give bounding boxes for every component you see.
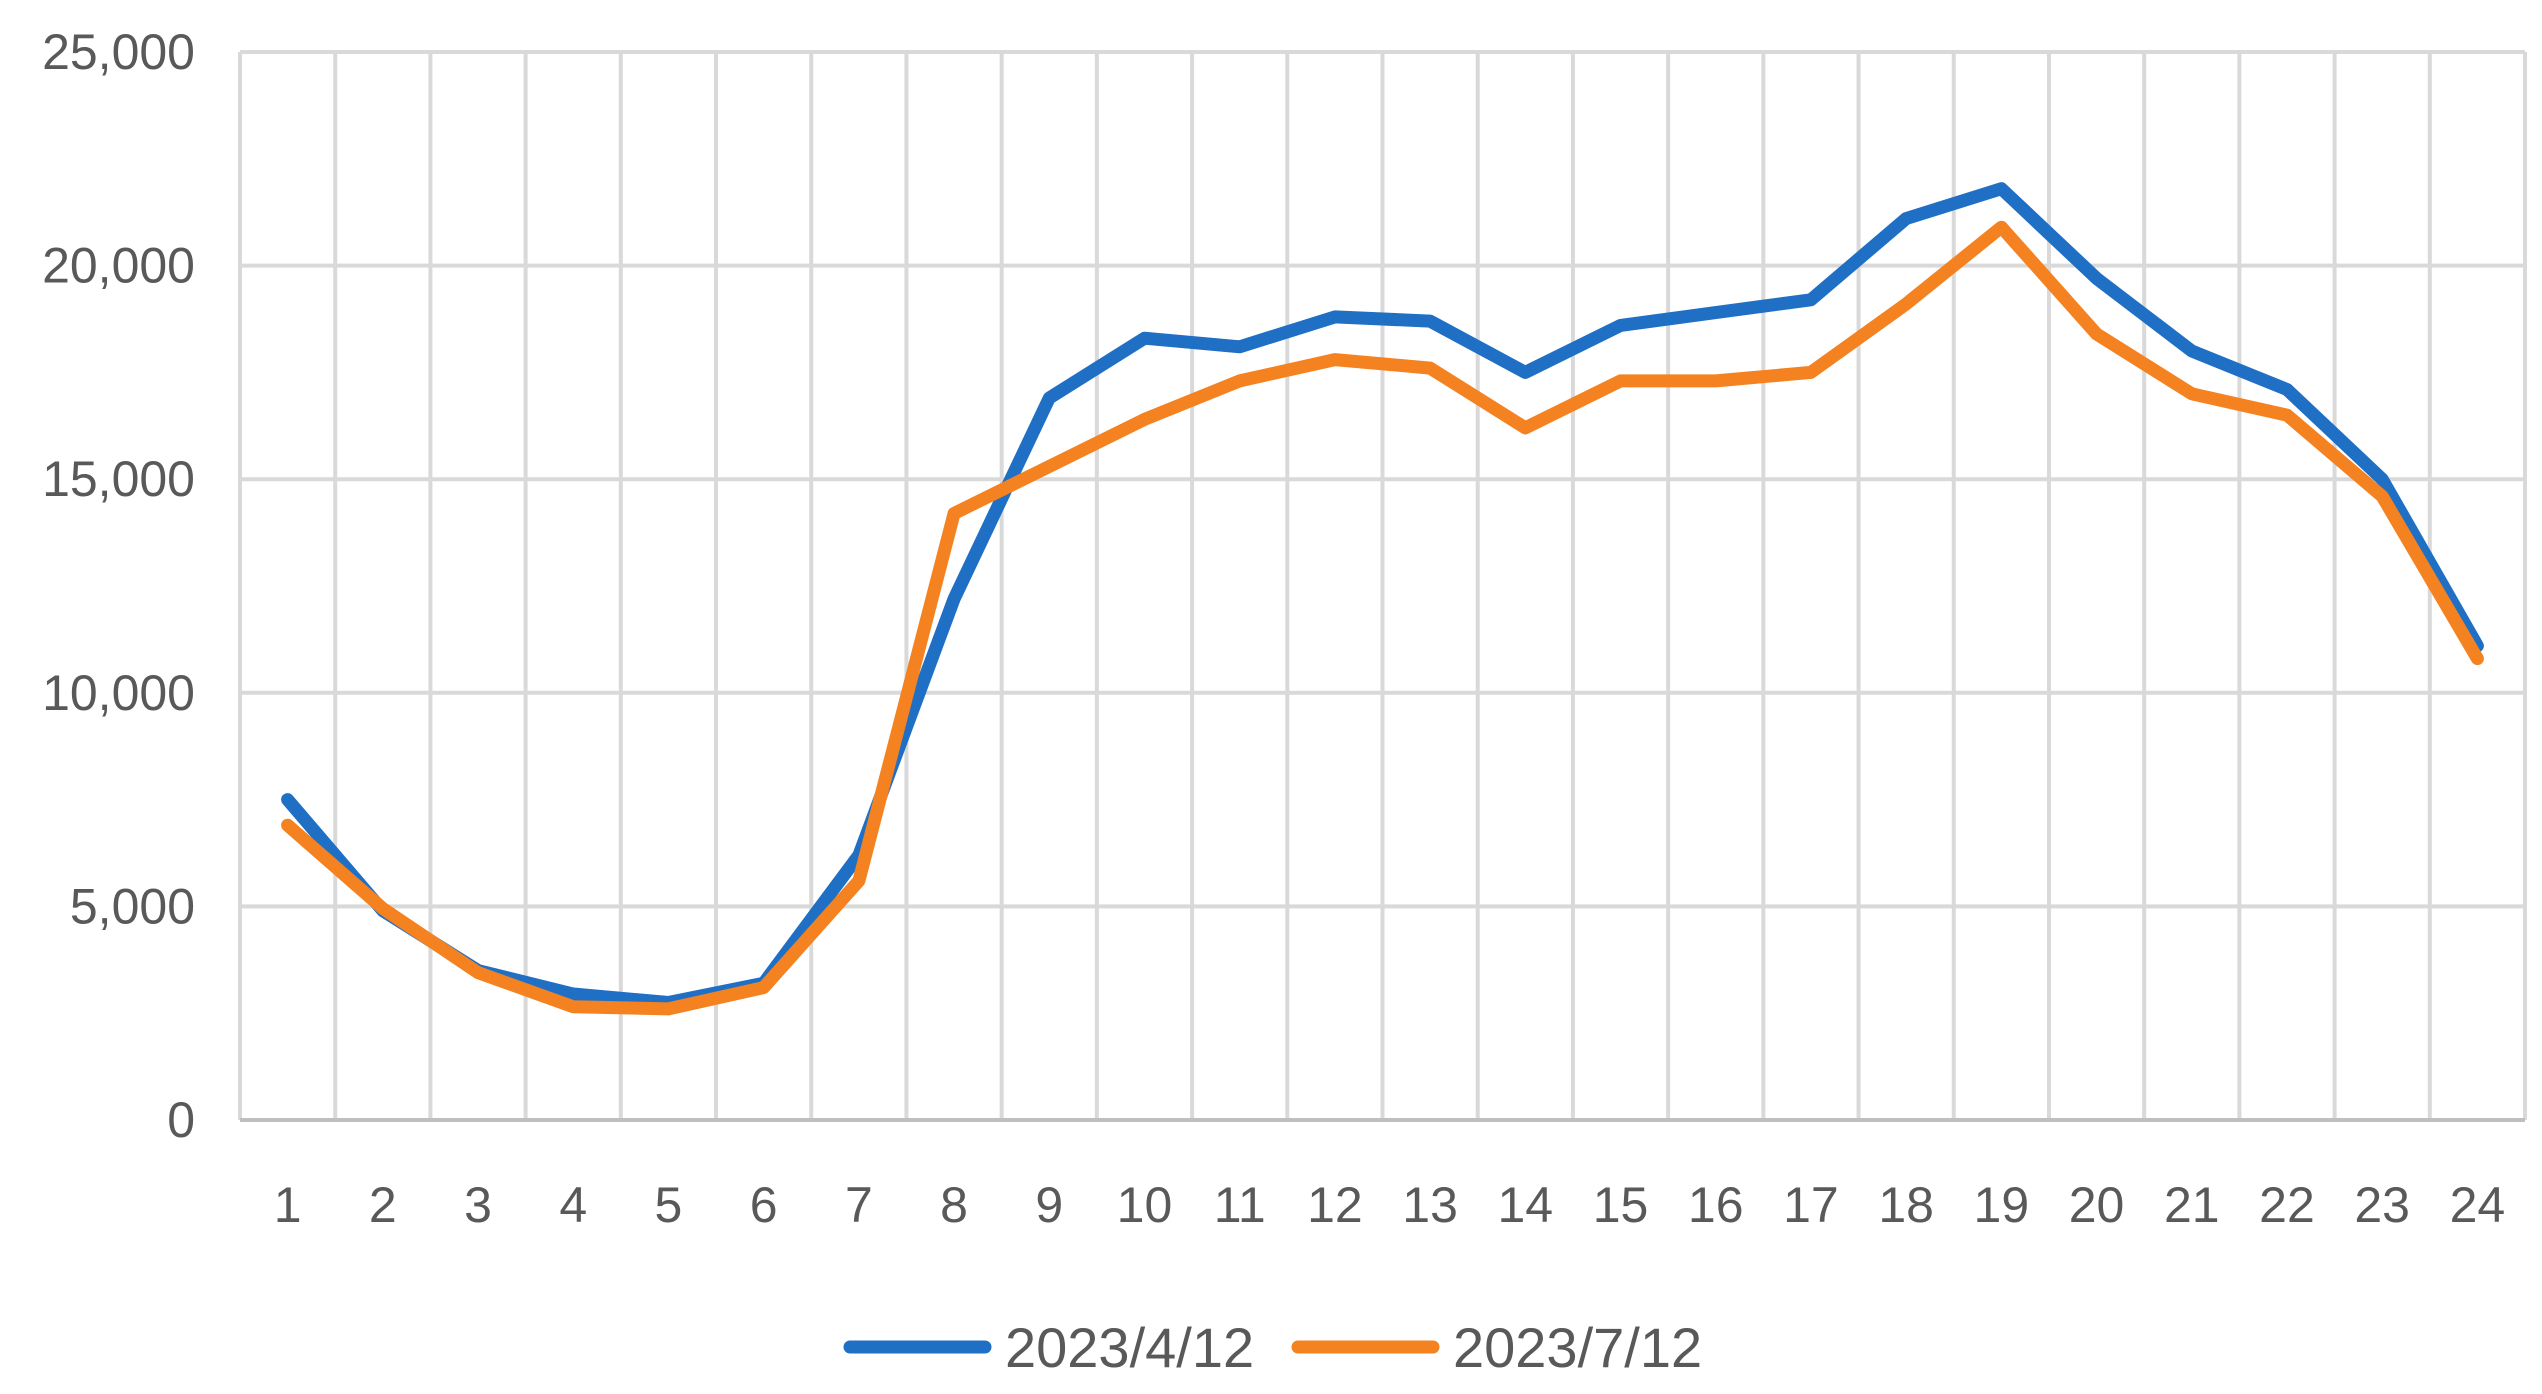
x-tick-label: 10 xyxy=(1117,1177,1173,1233)
x-tick-label: 3 xyxy=(464,1177,492,1233)
x-tick-label: 6 xyxy=(750,1177,778,1233)
x-tick-label: 20 xyxy=(2069,1177,2125,1233)
x-tick-label: 2 xyxy=(369,1177,397,1233)
x-tick-label: 12 xyxy=(1307,1177,1363,1233)
x-tick-label: 5 xyxy=(655,1177,683,1233)
x-tick-label: 19 xyxy=(1974,1177,2030,1233)
grid xyxy=(238,50,2527,1122)
x-tick-label: 1 xyxy=(274,1177,302,1233)
x-tick-label: 18 xyxy=(1878,1177,1934,1233)
y-tick-label: 5,000 xyxy=(70,878,195,934)
x-tick-label: 15 xyxy=(1593,1177,1649,1233)
x-tick-label: 8 xyxy=(940,1177,968,1233)
series-lines xyxy=(281,182,2484,1016)
series-line-1 xyxy=(281,182,2484,1009)
x-tick-label: 23 xyxy=(2354,1177,2410,1233)
legend-label: 2023/4/12 xyxy=(1005,1316,1254,1379)
x-tick-label: 16 xyxy=(1688,1177,1744,1233)
x-tick-label: 13 xyxy=(1402,1177,1458,1233)
x-axis-ticks: 1 2 3 4 5 6 7 8 9 10 11 12 13 14 15 16 17 18 19 20 21 22 23 24 xyxy=(274,1177,2506,1233)
x-tick-label: 17 xyxy=(1783,1177,1839,1233)
series-line-2 xyxy=(281,220,2484,1016)
legend-label: 2023/7/12 xyxy=(1453,1316,1702,1379)
x-tick-label: 24 xyxy=(2450,1177,2506,1233)
x-tick-label: 22 xyxy=(2259,1177,2315,1233)
y-tick-label: 20,000 xyxy=(42,238,195,294)
x-tick-label: 21 xyxy=(2164,1177,2220,1233)
x-tick-label: 4 xyxy=(559,1177,587,1233)
x-tick-label: 9 xyxy=(1035,1177,1063,1233)
y-tick-label: 25,000 xyxy=(42,24,195,80)
x-tick-label: 14 xyxy=(1498,1177,1554,1233)
y-axis-ticks: 0 5,000 10,000 15,000 20,000 25,000 xyxy=(42,24,195,1148)
legend: 2023/4/12 2023/7/12 xyxy=(843,1316,1702,1379)
x-tick-label: 7 xyxy=(845,1177,873,1233)
x-tick-label: 11 xyxy=(1214,1177,1266,1233)
y-tick-label: 0 xyxy=(167,1092,195,1148)
y-tick-label: 10,000 xyxy=(42,665,195,721)
y-tick-label: 15,000 xyxy=(42,451,195,507)
